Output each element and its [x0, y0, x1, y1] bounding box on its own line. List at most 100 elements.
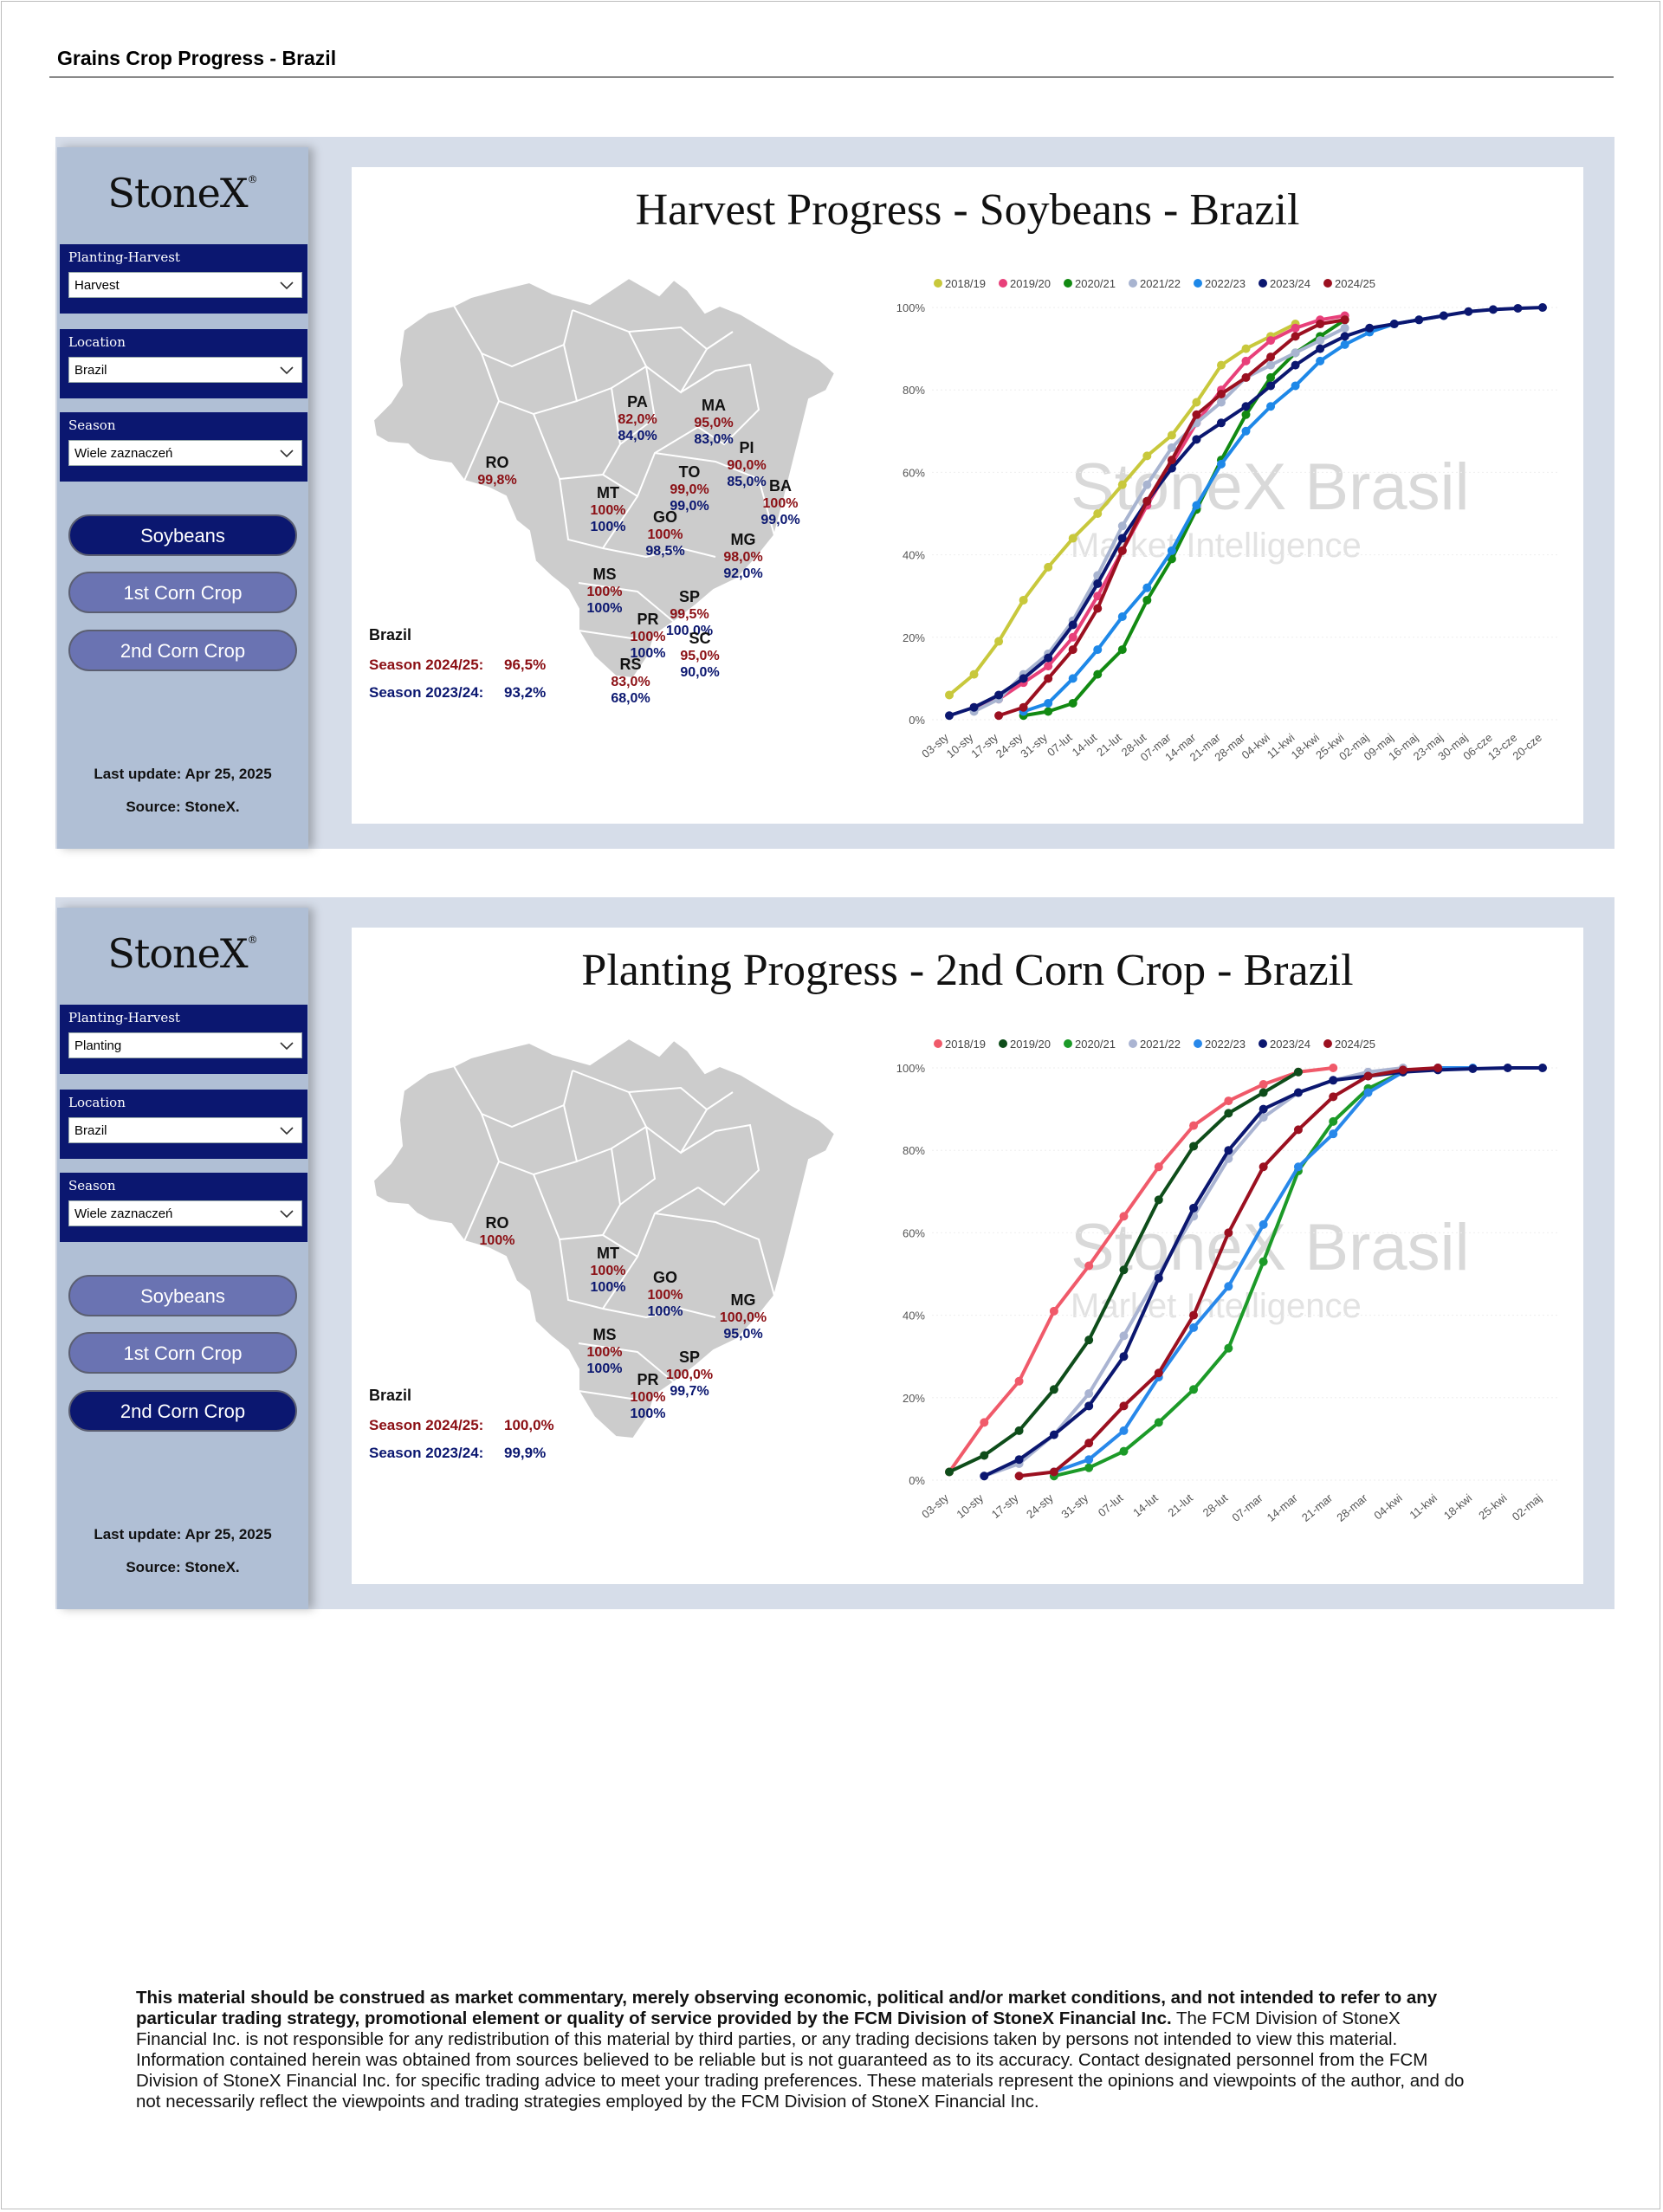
- state-prev-value: 100%: [591, 520, 626, 534]
- data-point: [1488, 305, 1498, 314]
- state-code-ba: BA: [769, 477, 792, 495]
- data-point: [1192, 398, 1201, 407]
- dropdown-value: Brazil: [74, 1123, 107, 1138]
- state-current-value: 90,0%: [727, 458, 766, 473]
- chart-canvas: Harvest Progress - Soybeans - Brazil: [352, 167, 1583, 824]
- legend-label: 2019/20: [1010, 1038, 1051, 1051]
- first-corn-crop-button[interactable]: 1st Corn Crop: [68, 572, 297, 613]
- brazil-map: RO100%MT100%100%GO100%100%MG100,0%95,0%M…: [369, 1037, 837, 1461]
- state-current-value: 100%: [763, 496, 799, 511]
- data-point: [1019, 595, 1028, 605]
- planting-harvest-dropdown[interactable]: Planting: [68, 1032, 302, 1058]
- chevron-down-icon: [280, 366, 294, 375]
- state-current-value: 82,0%: [618, 412, 657, 427]
- data-point: [1167, 443, 1176, 452]
- second-corn-crop-button[interactable]: 2nd Corn Crop: [68, 1390, 297, 1432]
- y-tick-label: 100%: [896, 301, 926, 314]
- dropdown-value: Wiele zaznaczeń: [74, 446, 173, 461]
- y-tick-label: 80%: [903, 1144, 925, 1157]
- state-current-value: 100,0%: [666, 1368, 713, 1382]
- data-point: [1266, 352, 1276, 362]
- chevron-down-icon: [280, 1127, 294, 1135]
- state-code-sp: SP: [679, 1349, 700, 1366]
- legend-label: 2022/23: [1205, 277, 1246, 290]
- data-point: [1329, 1092, 1338, 1102]
- state-prev-value: 84,0%: [618, 429, 657, 443]
- data-point: [1044, 698, 1053, 708]
- source-note: Source: StoneX.: [126, 799, 240, 815]
- data-point: [1068, 645, 1077, 655]
- data-point: [1142, 595, 1152, 605]
- y-tick-label: 100%: [896, 1062, 926, 1075]
- data-point: [1259, 1104, 1268, 1114]
- chevron-down-icon: [280, 1210, 294, 1219]
- state-code-pa: PA: [627, 393, 648, 411]
- chart-title: Planting Progress - 2nd Corn Crop - Braz…: [581, 946, 1354, 995]
- planting-harvest-dropdown[interactable]: Harvest: [68, 272, 302, 298]
- data-point: [1068, 620, 1077, 630]
- data-point: [1259, 1257, 1268, 1266]
- slicer-label: Planting-Harvest: [68, 249, 180, 265]
- data-point: [1241, 410, 1251, 419]
- series-line-2018-19: [948, 1066, 1334, 1473]
- x-tick-label: 07-mar: [1229, 1491, 1265, 1523]
- data-point: [1433, 1064, 1443, 1072]
- season-dropdown[interactable]: Wiele zaznaczeń: [68, 440, 302, 466]
- y-tick-label: 0%: [909, 714, 925, 727]
- data-point: [1291, 360, 1300, 370]
- data-point: [1068, 534, 1077, 543]
- season-prev-label: Season 2023/24:: [369, 684, 483, 701]
- data-point: [1224, 1282, 1233, 1291]
- state-prev-value: 95,0%: [723, 1327, 762, 1342]
- season-slicer: Season Wiele zaznaczeń: [60, 1173, 307, 1242]
- soybeans-button[interactable]: Soybeans: [68, 1275, 297, 1316]
- data-point: [1084, 1439, 1094, 1448]
- second-corn-crop-button[interactable]: 2nd Corn Crop: [68, 630, 297, 671]
- legend-marker: [1064, 1039, 1072, 1048]
- legend-marker: [934, 279, 942, 288]
- state-prev-value: 85,0%: [727, 475, 766, 489]
- y-tick-label: 40%: [903, 549, 925, 562]
- last-update: Last update: Apr 25, 2025: [94, 1526, 272, 1543]
- data-point: [1266, 360, 1276, 370]
- data-point: [1266, 402, 1276, 411]
- data-point: [1241, 402, 1251, 411]
- chevron-down-icon: [280, 1042, 294, 1051]
- data-point: [1049, 1385, 1058, 1394]
- series-line-2022-23: [1022, 314, 1445, 714]
- first-corn-crop-button[interactable]: 1st Corn Crop: [68, 1332, 297, 1374]
- data-point: [1019, 702, 1028, 712]
- corn-planting-panel: StoneX® Planting-Harvest Planting Locati…: [55, 897, 1614, 1609]
- legend-marker: [1194, 1039, 1202, 1048]
- state-prev-value: 100%: [631, 1407, 666, 1421]
- slicer-label: Season: [68, 417, 116, 433]
- data-point: [1192, 410, 1201, 419]
- data-point: [1192, 501, 1201, 510]
- x-tick-label: 07-lut: [1045, 731, 1075, 760]
- data-point: [1049, 1467, 1058, 1477]
- season-prev-value: 93,2%: [504, 684, 546, 701]
- soybeans-harvest-panel: StoneX® Planting-Harvest Harvest Locatio…: [55, 137, 1614, 849]
- data-point: [1117, 521, 1127, 531]
- dropdown-value: Harvest: [74, 278, 120, 293]
- data-point: [1189, 1310, 1199, 1320]
- data-point: [1119, 1446, 1129, 1456]
- x-tick-label: 21-lut: [1165, 1491, 1195, 1520]
- data-point: [1266, 372, 1276, 382]
- legend-marker: [1259, 279, 1267, 288]
- location-dropdown[interactable]: Brazil: [68, 1117, 302, 1143]
- data-point: [1291, 381, 1300, 391]
- season-dropdown[interactable]: Wiele zaznaczeń: [68, 1200, 302, 1226]
- legend-marker: [1259, 1039, 1267, 1048]
- x-tick-label: 14-lut: [1130, 1491, 1161, 1520]
- legend-marker: [1129, 1039, 1137, 1048]
- soybeans-button[interactable]: Soybeans: [68, 514, 297, 556]
- data-point: [1259, 1113, 1268, 1122]
- data-point: [1154, 1273, 1163, 1283]
- data-point: [1044, 674, 1053, 683]
- data-point: [1154, 1195, 1163, 1205]
- data-point: [1119, 1212, 1129, 1221]
- location-dropdown[interactable]: Brazil: [68, 357, 302, 383]
- x-tick-label: 10-sty: [954, 1491, 986, 1521]
